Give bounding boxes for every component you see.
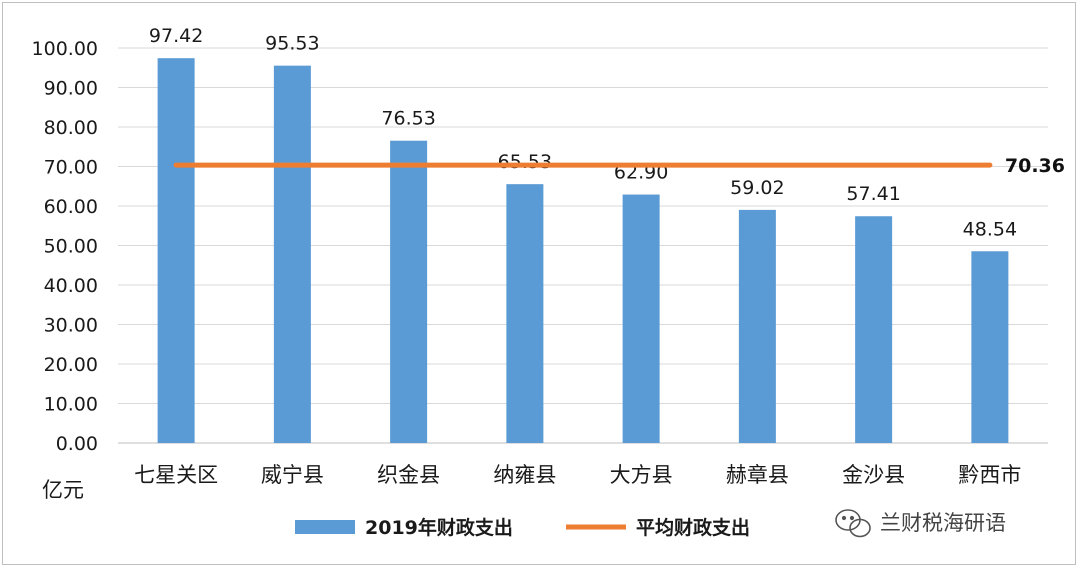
legend-label-bar: 2019年财政支出 [365, 516, 513, 539]
y-tick-label: 20.00 [44, 354, 98, 376]
y-tick-label: 90.00 [44, 78, 98, 100]
y-axis-unit-label: 亿元 [42, 478, 84, 502]
category-label: 七星关区 [134, 463, 218, 487]
y-tick-label: 100.00 [32, 38, 98, 60]
average-value-label: 70.36 [1005, 155, 1065, 177]
legend-swatch-bar [295, 520, 355, 534]
watermark: 兰财税海研语 [835, 509, 1006, 538]
category-label: 织金县 [377, 463, 440, 487]
bar [855, 216, 893, 443]
bar [622, 194, 660, 443]
bar-value-label: 76.53 [381, 108, 435, 130]
bar [738, 209, 776, 443]
category-label: 纳雍县 [493, 463, 556, 487]
y-tick-label: 10.00 [44, 394, 98, 416]
bar [273, 65, 311, 444]
bar [157, 58, 195, 443]
category-label: 黔西市 [958, 463, 1021, 487]
category-label: 金沙县 [842, 463, 905, 487]
watermark-text: 兰财税海研语 [880, 511, 1006, 535]
bar-value-label: 95.53 [265, 33, 319, 55]
bar-value-label: 57.41 [846, 183, 900, 205]
legend-label-line: 平均财政支出 [636, 516, 750, 539]
bar [971, 251, 1009, 443]
legend: 2019年财政支出 平均财政支出 [295, 516, 750, 539]
y-tick-label: 40.00 [44, 275, 98, 297]
y-tick-label: 70.00 [44, 157, 98, 179]
bar [390, 140, 428, 444]
y-tick-label: 0.00 [56, 433, 98, 455]
bar-value-label: 65.53 [498, 151, 552, 173]
category-label: 大方县 [610, 463, 673, 487]
y-tick-label: 50.00 [44, 236, 98, 258]
y-tick-label: 30.00 [44, 315, 98, 337]
bar [506, 184, 544, 443]
category-label: 赫章县 [726, 463, 789, 487]
bar-value-label: 97.42 [149, 25, 203, 47]
category-label: 威宁县 [261, 463, 324, 487]
y-tick-label: 60.00 [44, 196, 98, 218]
y-tick-label: 80.00 [44, 117, 98, 139]
wechat-icon [835, 509, 871, 538]
bar-value-label: 59.02 [730, 177, 784, 199]
bar-value-label: 48.54 [963, 218, 1017, 240]
